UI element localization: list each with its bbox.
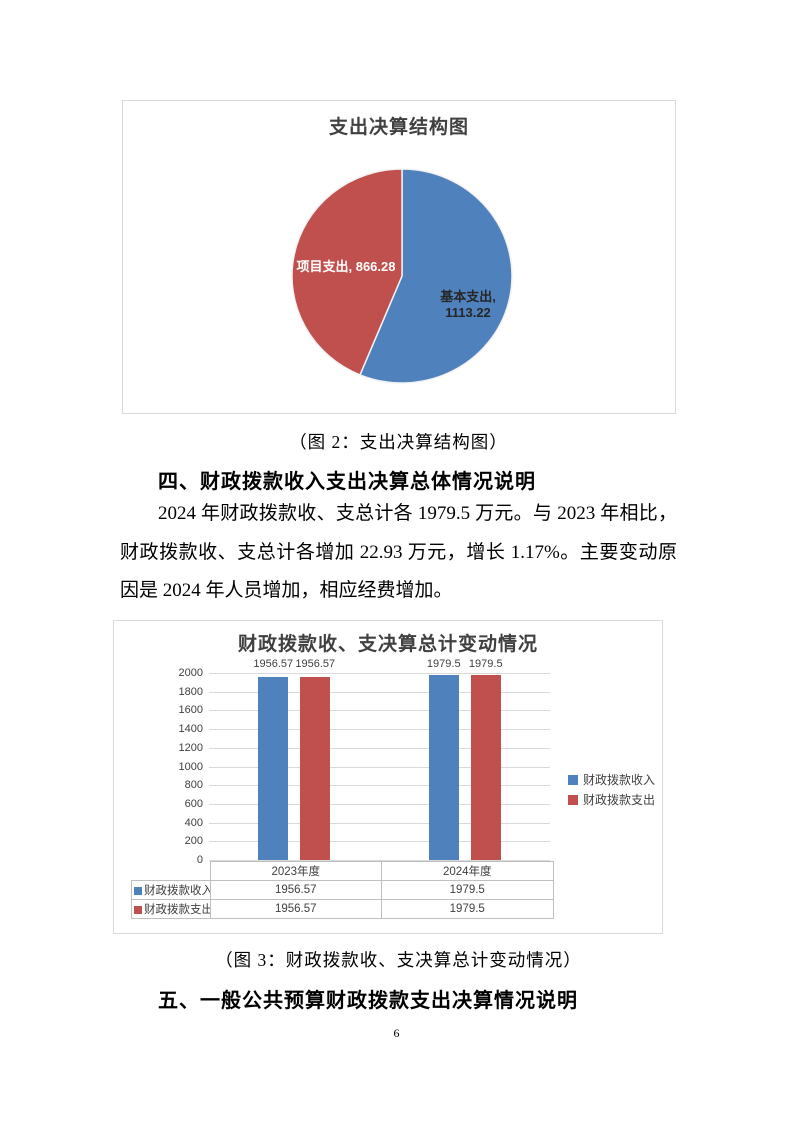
gridline [209,747,550,749]
bar-value-label: 1956.57 [253,658,294,670]
y-tick-label: 0 [196,854,203,866]
table-series-label: 财政拨款支出 [144,904,210,916]
gridline [209,785,550,787]
bar-series0-cat0 [258,677,289,860]
legend-label: 财政拨款支出 [583,793,656,807]
legend-label: 财政拨款收入 [583,773,656,787]
y-tick-label: 1400 [178,723,203,736]
y-tick-label: 1800 [178,685,203,698]
table-series-cell: 财政拨款收入 [131,880,211,900]
gridline [209,673,550,674]
bar-value-label: 1979.5 [468,658,503,670]
section4-heading: 四、财政拨款收入支出决算总体情况说明 [158,471,536,493]
pie-chart-figure: 支出决算结构图 基本支出, 1113.22 项目支出, 866.28 [122,100,676,414]
chart-data-table: 2023年度 2024年度 财政拨款收入 1956.57 1979.5 财政拨款支出 195… [131,861,554,919]
y-tick-label: 1200 [178,741,203,754]
y-tick-label: 1000 [178,760,203,773]
bar-value-label: 1956.57 [295,658,336,670]
table-value-cell: 1956.57 [209,880,382,900]
bar-series1-cat0 [300,677,331,860]
pie-chart-canvas [123,101,675,418]
gridline [209,803,550,805]
pie-slice-label-0: 基本支出, 1113.22 [440,289,496,320]
bar-series0-cat1 [428,674,459,860]
y-tick-label: 200 [184,835,203,848]
section4-paragraph: 2024 年财政拨款收、支总计各 1979.5 万元。与 2023 年相比，财政… [120,503,677,602]
table-corner-cell [132,862,211,881]
table-legend-swatch-icon [134,886,142,895]
table-series-cell: 财政拨款支出 [131,899,211,919]
legend-swatch-icon [568,794,578,805]
pie-slice-1 [291,168,403,376]
gridline [209,766,550,768]
gridline [209,710,550,712]
gridline [209,860,550,861]
gridline [209,822,550,824]
figure2-caption: （图 2：支出决算结构图） [289,432,508,452]
pie-chart-title: 支出决算结构图 [328,117,469,138]
bar-chart-figure: 财政拨款收、支决算总计变动情况 0 200 400 600 800 1000 1200 140… [113,620,663,934]
bar-value-label: 1979.5 [426,658,461,670]
legend-swatch-icon [568,774,578,785]
y-tick-label: 2000 [178,667,203,679]
gridline [209,691,550,693]
y-tick-label: 400 [184,816,203,829]
bar-chart-title: 财政拨款收、支决算总计变动情况 [237,634,538,655]
table-value-cell: 1979.5 [381,899,554,919]
y-tick-label: 1600 [178,704,203,717]
y-tick-label: 600 [184,797,203,810]
pie-slice-0 [358,168,513,384]
table-row: 财政拨款收入 1956.57 1979.5 [131,880,554,900]
pie-slice-label-1: 项目支出, 866.28 [296,259,396,274]
table-row: 财政拨款支出 1956.57 1979.5 [131,899,554,919]
table-row: 2023年度 2024年度 [132,861,554,881]
figure3-caption: （图 3：财政拨款收、支决算总计变动情况） [215,950,582,970]
table-category-header: 2023年度 [209,861,382,881]
table-category-header: 2024年度 [381,861,554,881]
gridline [209,729,550,731]
pie-chart-svg [291,168,513,384]
gridline [209,841,550,843]
table-series-label: 财政拨款收入 [144,885,210,897]
legend-item-series0: 财政拨款收入 [568,771,655,788]
page-number: 6 [393,1026,400,1040]
table-legend-swatch-icon [134,905,142,914]
legend-item-series1: 财政拨款支出 [568,791,655,808]
y-tick-label: 800 [184,779,203,792]
table-value-cell: 1979.5 [381,880,554,900]
table-value-cell: 1956.57 [209,899,382,919]
section5-heading: 五、一般公共预算财政拨款支出决算情况说明 [158,990,578,1012]
bar-series1-cat1 [470,674,501,860]
